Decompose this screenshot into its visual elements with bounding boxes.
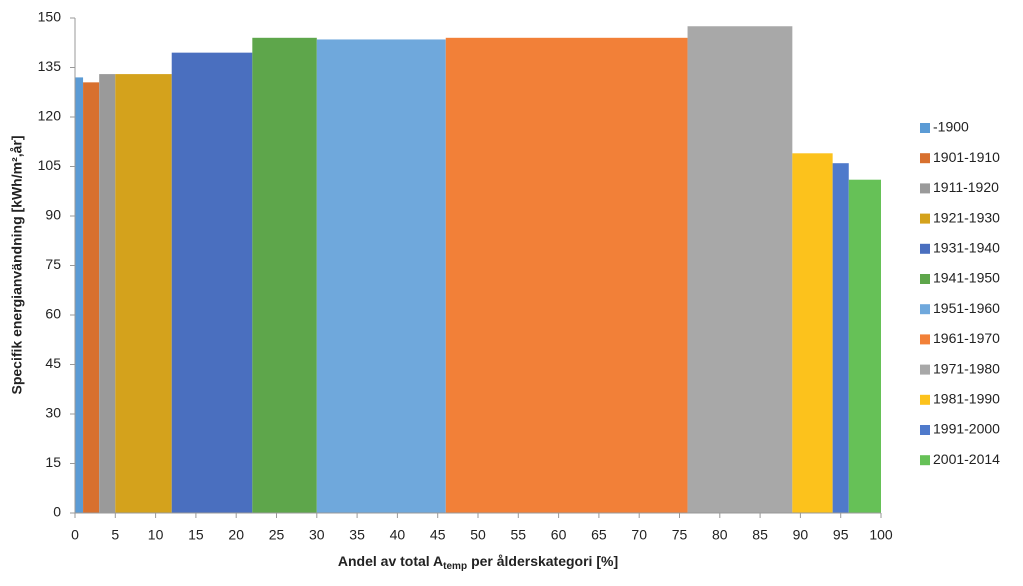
legend-swatch [920,425,930,435]
x-tick-label: 25 [269,527,285,543]
y-tick-label: 120 [38,108,62,124]
bar [316,39,446,513]
legend-swatch [920,183,930,194]
x-tick-label: 50 [470,527,486,543]
legend-label: 1921-1930 [933,209,1000,225]
bar [171,52,253,514]
x-tick-label: 75 [672,527,688,543]
legend-label: 1991-2000 [933,421,1000,437]
x-tick-label: 30 [309,527,325,543]
legend-label: 2001-2014 [933,451,1000,467]
x-tick-label: 40 [390,527,406,543]
x-label-main: Andel av total A [338,553,443,569]
x-tick-label: 55 [511,527,527,543]
legend-swatch [920,455,930,466]
legend-swatch [920,304,930,315]
y-tick-label: 45 [45,355,61,371]
x-tick-label: 80 [712,527,728,543]
bar [792,153,833,514]
bar [687,26,793,513]
legend-swatch [920,153,930,164]
x-tick-label: 45 [430,527,446,543]
x-axis-label: Andel av total Atemp per ålderskategori [… [338,553,618,572]
x-tick-label: 100 [869,527,893,543]
legend-swatch [920,123,930,133]
bar [445,37,688,514]
y-tick-label: 90 [45,207,61,223]
legend-label: 1971-1980 [933,360,1000,376]
x-tick-label: 90 [793,527,809,543]
bar [832,163,849,513]
legend-label: 1951-1960 [933,300,1000,316]
legend-label: 1931-1940 [933,240,1000,256]
legend-label: 1901-1910 [933,149,1000,165]
x-tick-label: 10 [148,527,164,543]
legend-swatch [920,213,930,224]
bar [75,77,84,514]
x-tick-label: 0 [71,527,79,543]
y-tick-label: 75 [45,256,61,272]
legend-label: 1941-1950 [933,270,1000,286]
legend-swatch [920,334,930,345]
x-tick-label: 20 [228,527,244,543]
y-tick-label: 15 [45,454,61,470]
x-tick-label: 60 [551,527,567,543]
y-tick-label: 60 [45,306,61,322]
bar [848,179,881,513]
y-tick-label: 135 [38,58,62,74]
bar [99,74,116,513]
legend-label: 1981-1990 [933,391,1000,407]
y-tick-label: 0 [53,504,61,520]
x-tick-label: 70 [631,527,647,543]
legend-swatch [920,364,930,375]
legend-swatch [920,243,930,254]
legend-label: -1900 [933,119,969,135]
y-tick-label: 30 [45,405,61,421]
x-label-subscript: temp [443,561,467,572]
legend-label: 1911-1920 [933,179,999,195]
y-tick-label: 105 [38,157,62,173]
y-tick-label: 150 [38,9,62,25]
bar [252,37,317,514]
x-tick-label: 5 [111,527,119,543]
x-tick-label: 15 [188,527,204,543]
x-tick-label: 65 [591,527,607,543]
legend-swatch [920,274,930,284]
bar [115,74,172,513]
x-tick-label: 85 [752,527,768,543]
y-axis-label: Specifik energianvändning [kWh/m²,år] [9,135,25,394]
x-tick-label: 95 [833,527,849,543]
x-label-rest: per ålderskategori [%] [471,553,618,569]
bar [83,82,100,513]
x-tick-label: 35 [349,527,365,543]
legend-label: 1961-1970 [933,330,1000,346]
legend-swatch [920,394,930,405]
